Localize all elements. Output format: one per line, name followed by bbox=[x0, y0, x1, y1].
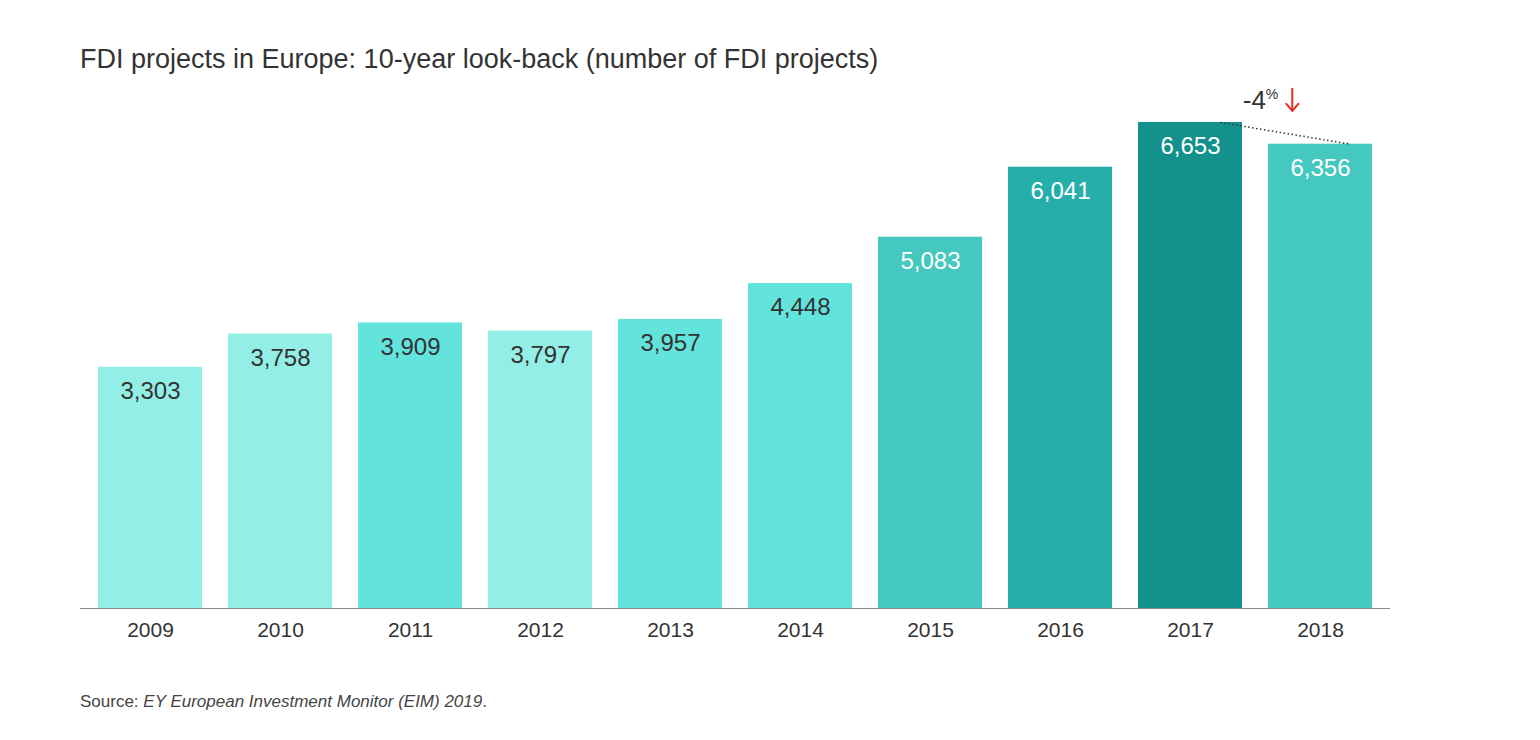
svg-text:2012: 2012 bbox=[517, 618, 564, 641]
html-text:Source: EY European Investment: Source: EY European Investment Monitor (… bbox=[80, 692, 487, 711]
svg-text:4,448: 4,448 bbox=[770, 293, 830, 320]
svg-text:2017: 2017 bbox=[1167, 618, 1214, 641]
svg-text:3,797: 3,797 bbox=[510, 341, 570, 368]
svg-text:5,083: 5,083 bbox=[900, 247, 960, 274]
svg-text:2015: 2015 bbox=[907, 618, 954, 641]
svg-text:2018: 2018 bbox=[1297, 618, 1344, 641]
svg-text:3,957: 3,957 bbox=[640, 329, 700, 356]
svg-text:6,356: 6,356 bbox=[1290, 154, 1350, 181]
svg-text:2014: 2014 bbox=[777, 618, 824, 641]
svg-text:-4%: -4% bbox=[1243, 85, 1279, 115]
svg-text:6,653: 6,653 bbox=[1160, 132, 1220, 159]
svg-text:2011: 2011 bbox=[388, 618, 433, 641]
svg-text:3,909: 3,909 bbox=[380, 333, 440, 360]
svg-text:2016: 2016 bbox=[1037, 618, 1084, 641]
svg-text:2010: 2010 bbox=[257, 618, 304, 641]
html-text:FDI projects in Europe: 10-yea: FDI projects in Europe: 10-year look-bac… bbox=[80, 44, 879, 74]
svg-text:2013: 2013 bbox=[647, 618, 694, 641]
svg-text:2009: 2009 bbox=[127, 618, 174, 641]
svg-text:3,303: 3,303 bbox=[120, 377, 180, 404]
svg-text:6,041: 6,041 bbox=[1030, 177, 1090, 204]
svg-text:3,758: 3,758 bbox=[250, 344, 310, 371]
